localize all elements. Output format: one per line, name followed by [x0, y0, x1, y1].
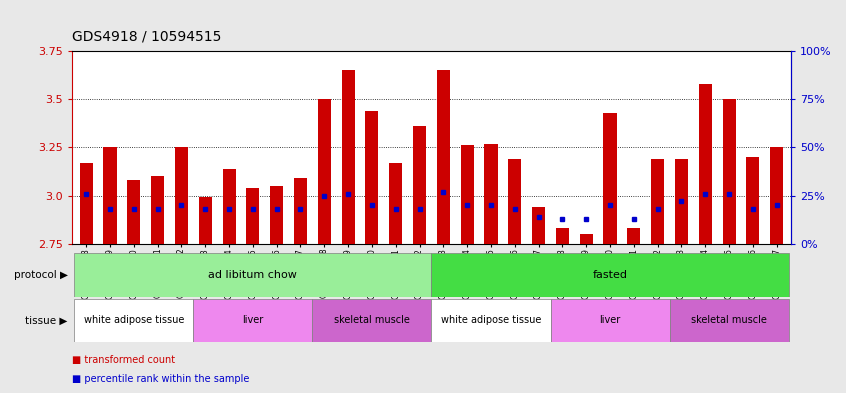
Bar — [365, 111, 378, 244]
Bar — [222, 169, 236, 244]
Bar — [603, 113, 617, 244]
Text: tissue ▶: tissue ▶ — [25, 315, 68, 325]
Bar — [699, 84, 711, 244]
Text: skeletal muscle: skeletal muscle — [334, 315, 409, 325]
Bar — [151, 176, 164, 244]
Bar — [551, 299, 669, 342]
Bar — [580, 234, 593, 244]
Bar — [532, 207, 545, 244]
Text: ad libitum chow: ad libitum chow — [208, 270, 297, 280]
Bar — [437, 70, 450, 244]
Bar — [431, 253, 788, 297]
Bar — [485, 143, 497, 244]
Bar — [508, 159, 521, 244]
Bar — [270, 186, 283, 244]
Bar — [556, 228, 569, 244]
Bar — [127, 180, 140, 244]
Bar — [389, 163, 403, 244]
Bar — [431, 299, 551, 342]
Bar — [294, 178, 307, 244]
Bar — [460, 145, 474, 244]
Text: ■ percentile rank within the sample: ■ percentile rank within the sample — [72, 374, 250, 384]
Bar — [675, 159, 688, 244]
Bar — [651, 159, 664, 244]
Bar — [194, 299, 312, 342]
Bar — [770, 147, 783, 244]
Bar — [80, 163, 93, 244]
Bar — [413, 126, 426, 244]
Bar — [199, 197, 212, 244]
Bar — [342, 70, 354, 244]
Bar — [74, 299, 194, 342]
Bar — [318, 99, 331, 244]
Text: GDS4918 / 10594515: GDS4918 / 10594515 — [72, 29, 222, 43]
Text: liver: liver — [600, 315, 621, 325]
Text: protocol ▶: protocol ▶ — [14, 270, 68, 280]
Bar — [312, 299, 431, 342]
Bar — [103, 147, 117, 244]
Bar — [246, 188, 260, 244]
Text: skeletal muscle: skeletal muscle — [691, 315, 767, 325]
Text: white adipose tissue: white adipose tissue — [441, 315, 541, 325]
Bar — [627, 228, 640, 244]
Bar — [722, 99, 736, 244]
Bar — [746, 157, 760, 244]
Text: ■ transformed count: ■ transformed count — [72, 354, 175, 365]
Bar — [74, 253, 431, 297]
Text: fasted: fasted — [592, 270, 628, 280]
Text: liver: liver — [242, 315, 263, 325]
Text: white adipose tissue: white adipose tissue — [84, 315, 184, 325]
Bar — [175, 147, 188, 244]
Bar — [669, 299, 788, 342]
